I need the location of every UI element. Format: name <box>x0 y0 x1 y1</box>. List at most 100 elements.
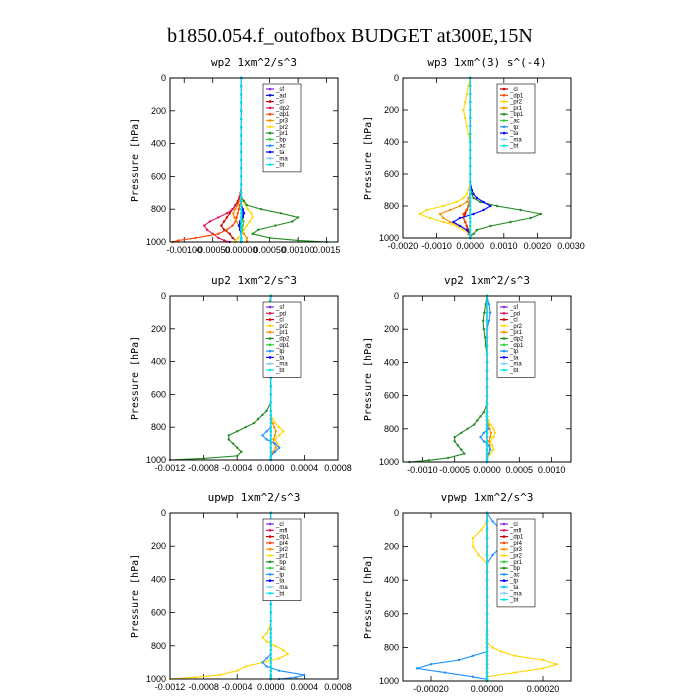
series-point <box>462 212 465 216</box>
series-point <box>278 446 281 449</box>
series-point <box>469 232 472 236</box>
series-point <box>265 632 268 635</box>
series-point <box>246 208 250 211</box>
legend-label: _ad <box>275 93 286 99</box>
legend-marker <box>268 112 272 116</box>
series-point <box>448 208 452 212</box>
series-point <box>469 200 472 204</box>
series-point <box>203 224 206 227</box>
series-point <box>272 438 275 441</box>
series-point <box>481 319 485 323</box>
legend-marker <box>268 125 272 129</box>
legend-marker <box>268 305 272 309</box>
series-point <box>485 419 489 422</box>
series-point <box>485 629 489 632</box>
series-point <box>442 216 445 220</box>
legend-marker <box>502 547 506 551</box>
series-point <box>463 452 466 455</box>
series-point <box>465 192 468 196</box>
series-point <box>485 423 489 426</box>
panel-title: wp2 1xm^2/s^3 <box>211 56 297 69</box>
series-point <box>485 415 489 418</box>
series-point <box>482 200 485 204</box>
series-point <box>489 431 493 435</box>
series-point <box>250 212 253 215</box>
series-point <box>491 553 494 557</box>
series-point <box>233 216 236 219</box>
series-point <box>485 642 489 645</box>
series-point <box>462 228 465 232</box>
y-axis-label: Pressure [hPa] <box>363 337 374 421</box>
series-point <box>485 528 489 531</box>
legend-label: _pr2 <box>275 125 289 131</box>
legend-marker <box>502 131 506 135</box>
series-point <box>269 603 272 606</box>
series-point <box>240 191 243 194</box>
series-point <box>471 654 475 657</box>
series-point <box>242 232 246 235</box>
series-point <box>269 676 272 679</box>
series-point <box>513 671 517 674</box>
series-point <box>269 434 272 437</box>
series-line <box>220 78 242 242</box>
series-point <box>472 212 475 216</box>
series-point <box>483 311 486 314</box>
series-point <box>282 648 285 652</box>
series-point <box>492 448 495 451</box>
series-point <box>485 319 489 323</box>
series-point <box>541 667 545 670</box>
series-point <box>269 632 272 635</box>
series-point <box>469 220 472 224</box>
y-tick-label: 800 <box>151 422 166 432</box>
series-point <box>529 216 532 220</box>
y-tick-label: 600 <box>384 169 399 179</box>
series-point <box>482 440 485 443</box>
legend-marker <box>502 119 506 122</box>
series-point <box>248 220 251 223</box>
series-point <box>425 208 428 212</box>
series-point <box>452 220 455 224</box>
y-tick-label: 1000 <box>379 233 399 243</box>
series-point <box>485 570 489 573</box>
y-tick-label: 800 <box>384 642 399 652</box>
series-point <box>475 228 479 232</box>
y-axis-label: Pressure [hPa] <box>130 554 141 638</box>
series-line <box>172 78 242 243</box>
series-point <box>237 224 241 227</box>
legend-marker <box>502 529 506 532</box>
series-point <box>240 109 243 113</box>
series-point <box>485 621 489 624</box>
series-point <box>257 228 260 231</box>
legend-marker <box>502 522 506 526</box>
series-point <box>269 409 272 412</box>
y-tick-label: 600 <box>151 389 166 399</box>
series-point <box>240 199 243 203</box>
series-point <box>495 204 499 208</box>
series-point <box>485 377 489 381</box>
series-point <box>471 537 475 540</box>
legend-label: _bp <box>275 560 287 566</box>
series-point <box>296 216 300 219</box>
series-point <box>269 640 272 643</box>
series-point <box>482 328 485 331</box>
series-point <box>273 450 277 453</box>
series-point <box>240 93 243 96</box>
legend-label: _ma <box>275 585 288 591</box>
series-point <box>236 203 239 207</box>
series-point <box>489 435 492 439</box>
x-tick-label: 0.0010 <box>490 241 518 251</box>
series-point <box>485 311 489 314</box>
series-line <box>409 295 488 463</box>
series-point <box>269 657 272 660</box>
series-point <box>240 203 243 207</box>
legend-marker <box>502 368 506 372</box>
series-point <box>269 413 272 417</box>
legend-label: _dp2 <box>509 337 524 343</box>
series-point <box>464 116 467 120</box>
legend-label: _mfl <box>275 528 287 534</box>
series-point <box>485 411 489 414</box>
series-point <box>485 328 489 331</box>
series-point <box>485 520 489 523</box>
panel-4: vp2 1xm^2/s^3 Pressure [hPa] 0 200 400 600 800… <box>363 274 572 475</box>
series-point <box>485 671 489 674</box>
